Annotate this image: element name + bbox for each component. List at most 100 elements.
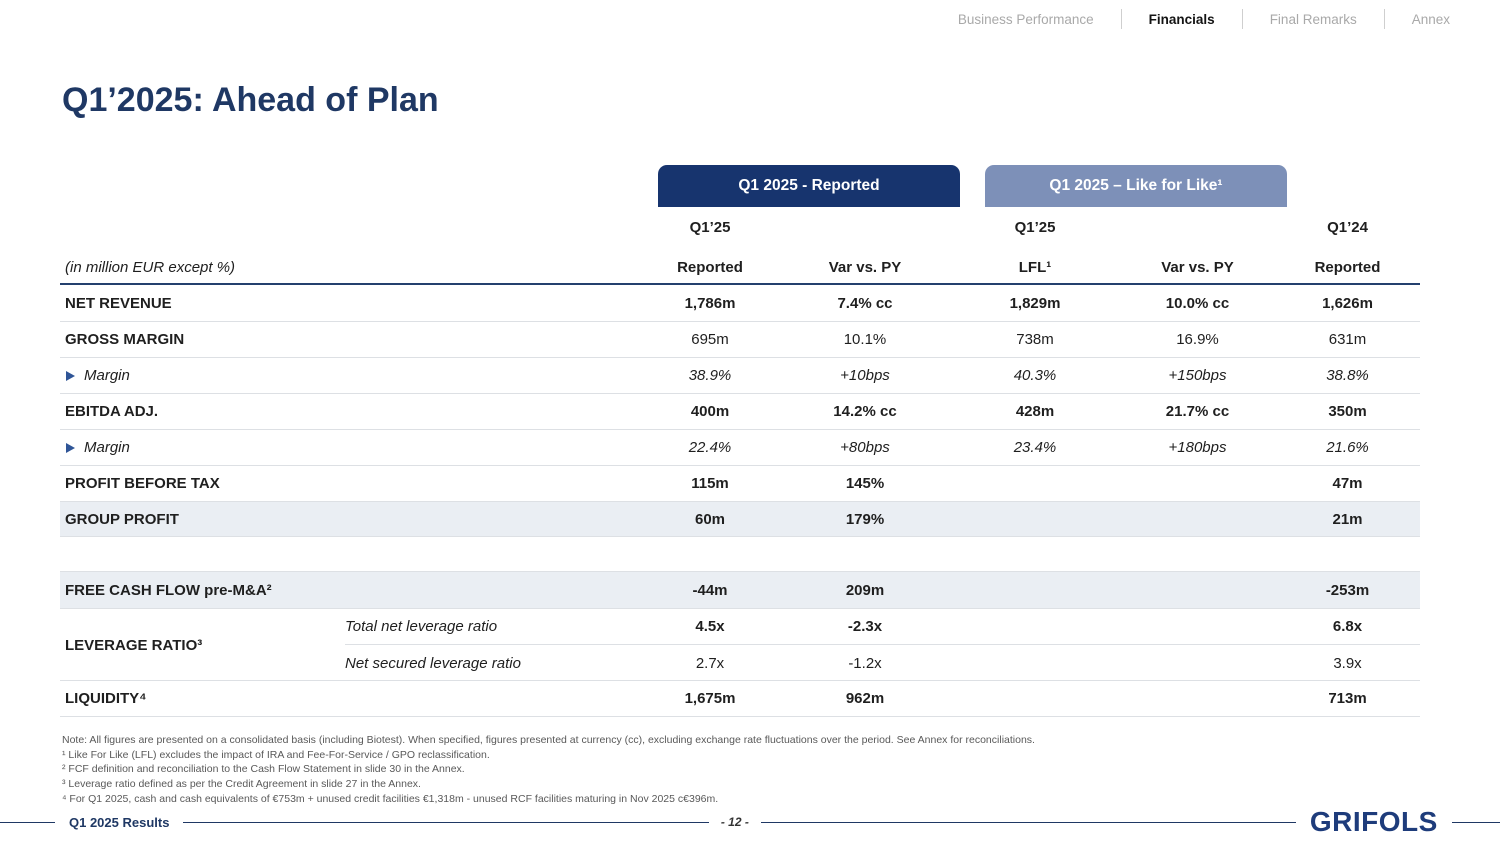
cell-value: 350m [1328,403,1367,420]
footnote: ¹ Like For Like (LFL) excludes the impac… [62,748,490,761]
cell-value [1120,609,1275,645]
grifols-logo: GRIFOLS [1309,806,1438,837]
cell-value: 40.3% [1013,367,1057,384]
row-label: NET REVENUE [60,295,640,312]
cell-value: +80bps [840,439,890,456]
row-label: Margin [60,367,640,384]
cell-value: 60m [694,510,726,528]
footer-line-segment [1451,821,1500,823]
cell-value: -44m [692,581,728,599]
cell-value: 695m [691,331,729,348]
cell-value: 10.0% cc [1165,294,1230,312]
period-header-q125-lfl: Q1’25 [1014,218,1056,236]
cell-value: 1,829m [1009,294,1061,312]
nav-separator [1120,9,1122,29]
row-label-text: FREE CASH FLOW pre-M&A² [65,581,272,599]
financial-table: Q1 2025 - Reported Q1 2025 – Like for Li… [60,165,1420,717]
col-header-lfl: LFL¹ [1018,259,1052,276]
footnotes: Note: All figures are presented on a con… [62,733,1035,807]
table-row-leverage-ratio: LEVERAGE RATIO³ Total net leverage ratio 4… [60,608,1420,680]
footer-line-segment [760,821,1296,823]
margin-triangle-icon [66,442,75,453]
row-sublabel: Total net leverage ratio [345,609,640,645]
row-label: GROUP PROFIT [60,511,640,528]
cell-value: +180bps [1168,439,1227,456]
row-label-text: GROUP PROFIT [65,510,179,528]
row-label: LEVERAGE RATIO³ [65,636,203,654]
row-label: Margin [60,439,640,456]
table-row-liquidity: LIQUIDITY⁴ 1,675m 962m 713m [60,680,1420,716]
cell-value: 14.2% cc [833,403,897,420]
cell-value: 2.7x [695,654,725,672]
unit-note: (in million EUR except %) [65,259,236,276]
cell-value: 38.9% [688,367,732,384]
group-header-like-for-like: Q1 2025 – Like for Like¹ [985,165,1287,207]
cell-value: 631m [1328,331,1367,348]
cell-value: 47m [1332,475,1363,492]
table-section: FREE CASH FLOW pre-M&A² -44m 209m -253m LEVE… [60,571,1420,717]
table-row-net-revenue: NET REVENUE 1,786m 7.4% cc 1,829m 10.0% cc 1,… [60,285,1420,321]
cell-value: 22.4% [688,439,732,456]
table-row-profit-before-tax: PROFIT BEFORE TAX 115m 145% 47m [60,465,1420,501]
footer-line-segment [183,821,709,823]
cell-value: 16.9% [1176,331,1219,348]
nav-separator [1383,9,1385,29]
margin-triangle-icon [66,370,75,381]
cell-value: 115m [691,475,729,492]
row-sublabel: Net secured leverage ratio [345,654,521,672]
table-row-margin: Margin 22.4% +80bps 23.4% +180bps 21.6% [60,429,1420,465]
row-label-text: NET REVENUE [65,294,172,312]
period-header-q125-reported: Q1’25 [689,218,731,236]
cell-value: 38.8% [1326,367,1369,384]
row-label: FREE CASH FLOW pre-M&A² [60,582,640,599]
row-label: EBITDA ADJ. [60,403,640,420]
cell-value: 10.1% [843,331,887,348]
period-header-q124: Q1’24 [1327,218,1368,236]
nav-item-financials[interactable]: Financials [1148,11,1215,27]
cell-value: 7.4% cc [837,294,893,312]
nav-item-business-performance[interactable]: Business Performance [957,11,1094,27]
cell-value: 23.4% [1013,439,1057,456]
cell-value: 21m [1332,510,1363,528]
cell-value: 145% [845,475,885,492]
cell-value: 209m [845,581,885,599]
cell-value: +150bps [1168,367,1227,384]
cell-value [950,609,1120,645]
cell-value: 1,626m [1322,294,1373,312]
group-header-row: Q1 2025 - Reported Q1 2025 – Like for Li… [60,165,1420,207]
cell-value: -2.3x [780,609,950,645]
cell-value: 21.6% [1326,439,1369,456]
cell-value: 4.5x [640,609,780,645]
group-header-reported: Q1 2025 - Reported [658,165,960,207]
col-header-var-py-2: Var vs. PY [1161,259,1234,276]
period-header-row: Q1’25 Q1’25 Q1’24 [60,207,1420,247]
table-row-margin: Margin 38.9% +10bps 40.3% +150bps 38.8% [60,357,1420,393]
col-header-var-py-1: Var vs. PY [828,259,902,276]
footnote: Note: All figures are presented on a con… [62,734,1035,746]
row-label-text: Margin [84,367,130,384]
page-number: - 12 - [720,815,749,829]
column-header-row: (in million EUR except %) Reported Var v… [60,247,1420,285]
cell-value: +10bps [840,367,890,384]
cell-value: 1,675m [684,690,736,707]
nav-separator [1241,9,1243,29]
row-label-text: Margin [84,439,130,456]
row-label-text: PROFIT BEFORE TAX [65,475,220,492]
footer-deck-title: Q1 2025 Results [69,814,170,830]
row-label-text: GROSS MARGIN [65,331,185,348]
nav-item-final-remarks[interactable]: Final Remarks [1269,11,1357,27]
col-header-reported: Reported [677,259,743,276]
row-label: PROFIT BEFORE TAX [60,475,640,492]
footnote: ² FCF definition and reconciliation to t… [62,763,465,776]
nav-item-annex[interactable]: Annex [1411,11,1450,27]
table-row-ebitda-adj: EBITDA ADJ. 400m 14.2% cc 428m 21.7% cc 350m [60,393,1420,429]
table-row-group-profit: GROUP PROFIT 60m 179% 21m [60,501,1420,537]
footer-line-segment [0,821,55,823]
row-label: LIQUIDITY⁴ [60,690,640,707]
cell-value: -253m [1325,581,1370,599]
cell-value: 1,786m [684,294,736,312]
cell-value: 962m [845,690,885,707]
table-section: NET REVENUE 1,786m 7.4% cc 1,829m 10.0% cc 1,… [60,285,1420,537]
financial-table-body: NET REVENUE 1,786m 7.4% cc 1,829m 10.0% cc 1,… [60,285,1420,717]
cell-value: 6.8x [1275,609,1420,645]
